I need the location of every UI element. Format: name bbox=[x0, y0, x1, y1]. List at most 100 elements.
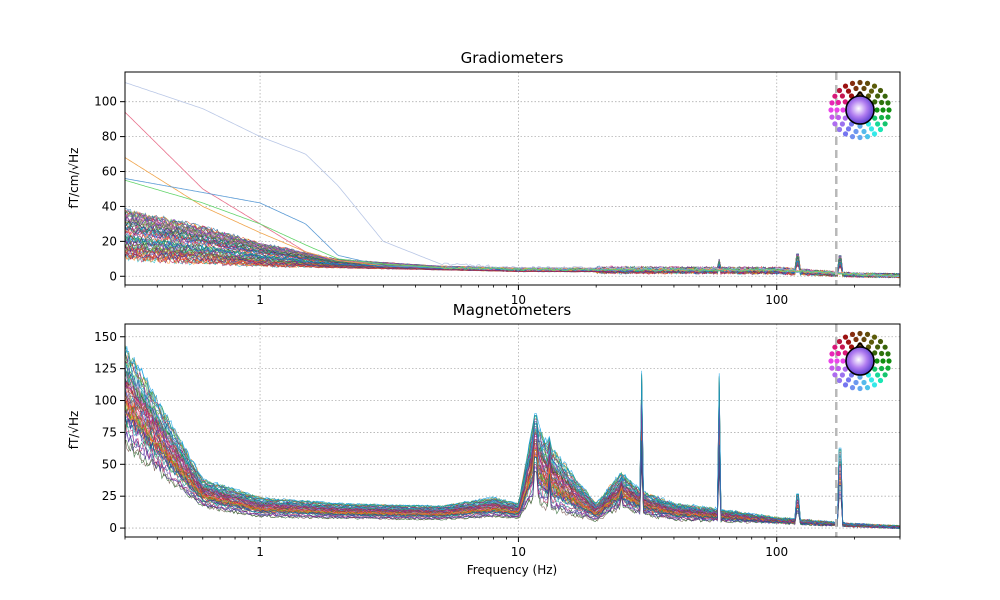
psd-trace bbox=[125, 412, 900, 529]
x-tick-label: 1 bbox=[256, 293, 264, 307]
y-tick-label: 25 bbox=[102, 489, 117, 503]
sensor-dot bbox=[842, 366, 848, 372]
psd-trace bbox=[125, 380, 900, 529]
sensor-dot bbox=[857, 374, 863, 380]
gradiometers-ticks: 1 10 100 0 20 40 60 80 100 bbox=[94, 95, 901, 307]
y-tick-label: 150 bbox=[94, 330, 117, 344]
sensor-dot bbox=[885, 365, 891, 371]
sensor-dot bbox=[836, 87, 843, 94]
y-tick-label: 100 bbox=[94, 95, 117, 109]
frequency-xlabel: Frequency (Hz) bbox=[467, 563, 558, 577]
sensor-dot bbox=[877, 87, 884, 94]
sensor-dot bbox=[882, 344, 888, 350]
sensor-dot bbox=[857, 134, 863, 141]
nose-mark bbox=[855, 341, 865, 348]
sensor-dot bbox=[877, 338, 884, 345]
sensor-dot bbox=[871, 131, 878, 137]
sensor-dot bbox=[839, 93, 845, 99]
magnetometers-title: Magnetometers bbox=[453, 301, 572, 319]
x-tick-label: 100 bbox=[765, 293, 788, 307]
sensor-dot bbox=[874, 107, 880, 113]
sensor-dot bbox=[842, 334, 849, 340]
sensor-dot bbox=[868, 126, 875, 132]
sensor-dot bbox=[871, 334, 878, 340]
sensor-dot bbox=[857, 385, 863, 392]
sensor-dot bbox=[872, 350, 878, 356]
sensor-dot bbox=[868, 377, 875, 383]
sensor-dot bbox=[857, 123, 863, 129]
psd-trace bbox=[125, 253, 900, 279]
sensor-dot bbox=[845, 377, 852, 383]
sensor-dot bbox=[875, 344, 881, 350]
sensor-dot bbox=[835, 365, 841, 372]
sensor-dot bbox=[832, 93, 838, 99]
y-tick-label: 100 bbox=[94, 394, 117, 408]
sensor-dot bbox=[879, 365, 885, 372]
x-tick-label: 100 bbox=[765, 545, 788, 559]
sensor-dot bbox=[845, 126, 852, 132]
sensor-dot bbox=[834, 107, 840, 113]
y-tick-label: 20 bbox=[102, 234, 117, 248]
sensor-dot bbox=[885, 100, 891, 106]
sensor-dot bbox=[829, 114, 835, 120]
y-tick-label: 40 bbox=[102, 199, 117, 213]
sensor-dot bbox=[835, 114, 841, 121]
gradiometers-ylabel: fT/cm/√Hz bbox=[67, 148, 81, 209]
sensor-dot bbox=[879, 350, 885, 357]
psd-outlier-trace bbox=[125, 82, 900, 278]
sensor-dot bbox=[875, 372, 881, 378]
sensor-dot bbox=[832, 121, 838, 127]
sensor-dot bbox=[861, 336, 867, 343]
sensor-dot bbox=[853, 379, 859, 386]
sensor-dot bbox=[828, 358, 834, 364]
x-tick-label: 10 bbox=[511, 293, 526, 307]
sensor-dot bbox=[880, 107, 886, 113]
magnetometers-ylabel: fT/√Hz bbox=[67, 411, 81, 450]
sensor-dot bbox=[842, 382, 849, 388]
magnetometers-plot-frame bbox=[124, 323, 901, 538]
sensor-dot bbox=[832, 372, 838, 378]
sensor-dot bbox=[842, 83, 849, 89]
sensor-dot bbox=[864, 134, 871, 140]
sensor-dot bbox=[842, 99, 848, 105]
gradiometers-panel: Gradiometers 1 10 100 0 20 40 60 80 100 fT/cm/√H… bbox=[67, 49, 901, 307]
sensor-dot bbox=[872, 115, 878, 121]
sensor-dot bbox=[872, 99, 878, 105]
sensor-dot bbox=[868, 88, 875, 94]
psd-trace bbox=[125, 346, 900, 529]
sensor-dot bbox=[882, 372, 888, 378]
sensor-dot bbox=[872, 366, 878, 372]
y-tick-label: 50 bbox=[102, 457, 117, 471]
sensor-dot bbox=[886, 107, 892, 113]
sensor-dot bbox=[874, 358, 880, 364]
sensor-dot bbox=[864, 80, 871, 86]
sensor-dot bbox=[840, 358, 846, 364]
sensor-dot bbox=[880, 358, 886, 364]
gradiometers-title: Gradiometers bbox=[461, 49, 564, 67]
nose-mark bbox=[855, 90, 865, 97]
gradiometers-grid bbox=[125, 72, 900, 285]
magnetometers-sensor-layout-icon bbox=[828, 330, 892, 392]
sensor-dot bbox=[877, 377, 884, 384]
sensor-dot bbox=[829, 365, 835, 371]
sensor-dot bbox=[842, 350, 848, 356]
psd-outlier-trace bbox=[125, 179, 900, 278]
sensor-dot bbox=[853, 85, 859, 92]
sensor-dot bbox=[871, 83, 878, 89]
sensor-dot bbox=[842, 131, 849, 137]
y-tick-label: 80 bbox=[102, 130, 117, 144]
sensor-dot bbox=[882, 93, 888, 99]
sensor-dot bbox=[864, 385, 871, 391]
magnetometers-panel: Magnetometers 1 10 100 0 25 50 75 100 125 150 fT/… bbox=[67, 301, 901, 577]
sensor-dot bbox=[839, 344, 845, 350]
sensor-dot bbox=[839, 372, 845, 378]
sensor-dot bbox=[835, 99, 841, 106]
sensor-dot bbox=[853, 128, 859, 135]
magnetometers-grid bbox=[125, 324, 900, 537]
sensor-dot bbox=[829, 100, 835, 106]
sensor-dot bbox=[849, 331, 856, 337]
head-outline bbox=[845, 95, 875, 125]
sensor-dot bbox=[834, 358, 840, 364]
psd-trace bbox=[125, 411, 900, 530]
gradiometers-traces bbox=[125, 82, 900, 279]
